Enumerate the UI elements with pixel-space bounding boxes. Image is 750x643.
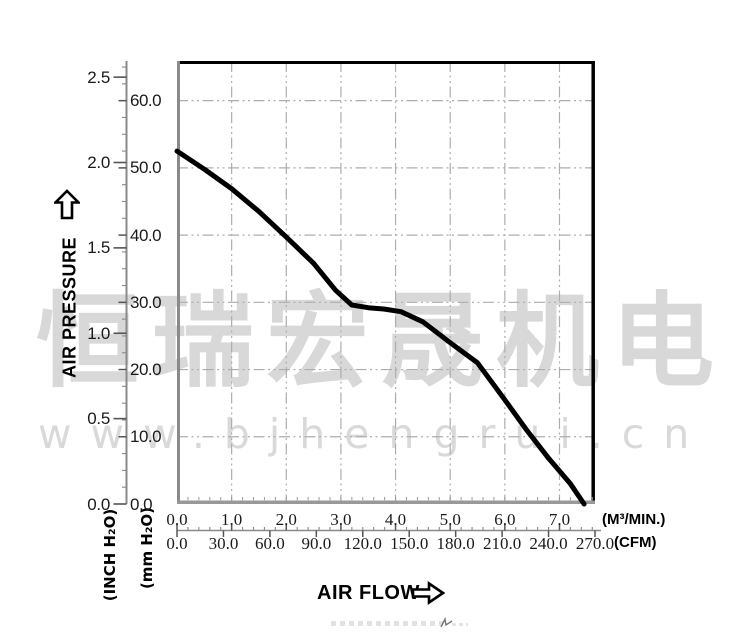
- y-axis-title: AIR PRESSURE: [59, 236, 80, 379]
- x-tick-label-cfm: 150.0: [390, 534, 429, 553]
- x-tick-label-cfm: 270.0: [575, 534, 615, 553]
- x-tick-label-m3: 1.0: [221, 510, 243, 529]
- x-tick-label-cfm: 210.0: [482, 534, 522, 553]
- y-tick-label-inch: 1.0: [87, 323, 110, 343]
- x-tick-label-cfm: 30.0: [208, 534, 239, 553]
- x-tick-label-cfm: 240.0: [529, 534, 568, 553]
- x-tick-label-m3: 7.0: [548, 510, 571, 529]
- right-arrow-icon: [411, 581, 445, 605]
- y-tick-label-mm: 60.0: [130, 91, 162, 111]
- x-tick-label-m3: 2.0: [275, 510, 297, 529]
- x-tick-label-cfm: 60.0: [255, 534, 285, 553]
- faint-artifact-text: [331, 621, 443, 626]
- y-tick-label-mm: 30.0: [130, 292, 162, 312]
- y-tick-label-inch: 1.5: [87, 238, 110, 258]
- y-tick-label-inch: 0.5: [87, 409, 110, 429]
- x-tick-label-cfm: 90.0: [301, 534, 332, 553]
- y-tick-label-mm: 50.0: [130, 158, 162, 178]
- y-tick-label-inch: 0.0: [87, 494, 110, 514]
- faint-artifact-text-2: [452, 623, 468, 626]
- x-unit-m3-label: (M³/MIN.): [602, 511, 666, 528]
- x-tick-label-cfm: 120.0: [343, 534, 382, 553]
- pq-curve: [174, 148, 587, 507]
- x-axis-title: AIR FLOW: [317, 582, 420, 604]
- y-tick-label-mm: 10.0: [130, 427, 162, 447]
- y-tick-label-inch: 2.0: [87, 153, 110, 172]
- x-unit-cfm-label: (CFM): [614, 534, 657, 551]
- x-tick-label-cfm: 0.0: [166, 534, 188, 553]
- y-tick-label-mm: 0.0: [130, 494, 153, 514]
- x-tick-label-m3: 0.0: [166, 510, 188, 529]
- y-tick-label-mm: 20.0: [130, 360, 162, 380]
- up-arrow-icon: [54, 189, 80, 220]
- y-tick-label-mm: 40.0: [130, 225, 162, 245]
- x-tick-label-m3: 4.0: [384, 510, 407, 529]
- y-tick-label-inch: 2.5: [87, 67, 110, 87]
- x-tick-label-m3: 3.0: [330, 510, 352, 529]
- x-tick-label-cfm: 180.0: [436, 534, 475, 553]
- artifact-mark: [440, 617, 453, 628]
- y-unit-inch-label: (INCH H₂O): [101, 508, 119, 602]
- x-tick-label-m3: 6.0: [494, 510, 516, 529]
- watermark-website: www.bjhengrui.cn: [38, 410, 709, 458]
- x-tick-label-m3: 5.0: [439, 510, 461, 529]
